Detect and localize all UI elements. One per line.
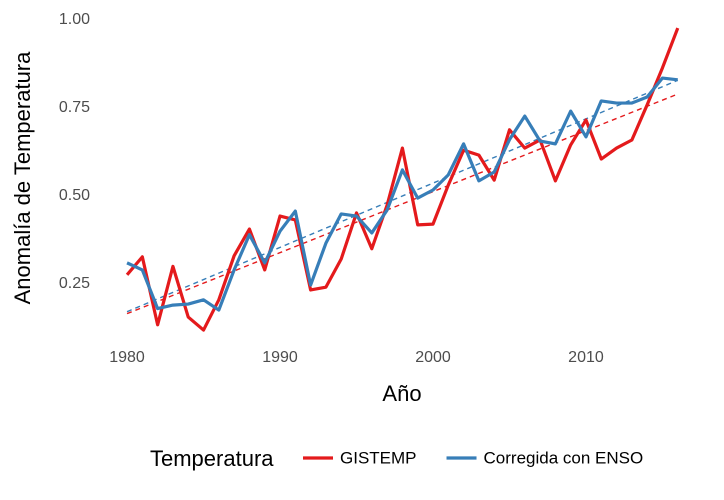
x-tick-label: 1980 bbox=[109, 349, 145, 366]
x-axis-title: Año bbox=[382, 381, 421, 406]
series-line bbox=[125, 27, 680, 332]
x-tick-label: 1990 bbox=[262, 349, 298, 366]
x-tick-label: 2000 bbox=[415, 349, 451, 366]
trend-line bbox=[126, 93, 679, 315]
legend-label: GISTEMP bbox=[340, 448, 417, 467]
legend-label: Corregida con ENSO bbox=[484, 448, 644, 467]
y-tick-label: 1.00 bbox=[59, 11, 90, 28]
y-axis-title: Anomalía de Temperatura bbox=[10, 51, 35, 305]
y-tick-label: 0.50 bbox=[59, 187, 90, 204]
series-line bbox=[126, 76, 678, 312]
y-tick-label: 0.75 bbox=[59, 99, 90, 116]
y-tick-label: 0.25 bbox=[59, 275, 90, 292]
x-tick-label: 2010 bbox=[568, 349, 604, 366]
legend-title: Temperatura bbox=[150, 446, 274, 471]
